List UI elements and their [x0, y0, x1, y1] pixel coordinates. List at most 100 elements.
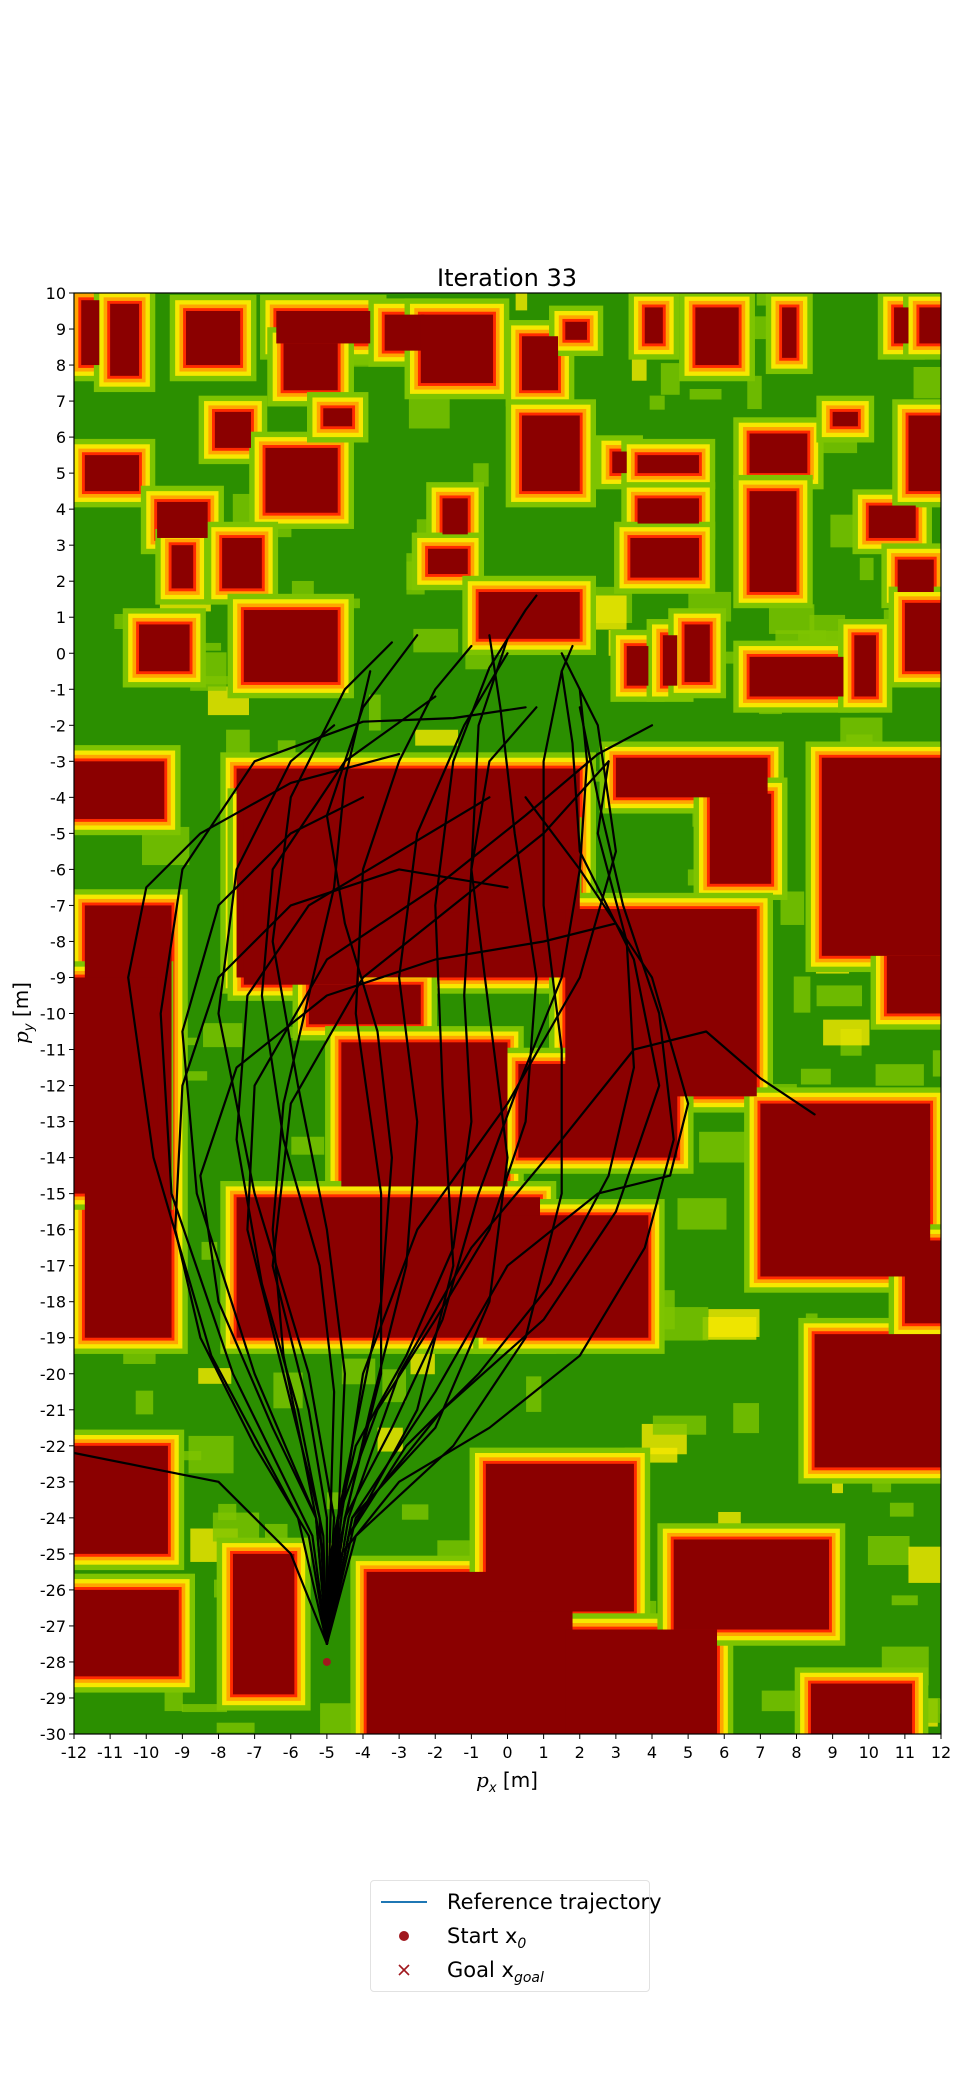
obstacle-cell — [74, 977, 158, 1194]
cost-patch — [913, 366, 941, 399]
obstacle-cell — [139, 624, 190, 672]
x-tick-label: -11 — [97, 1743, 123, 1762]
y-tick-label: 1 — [56, 608, 66, 627]
x-axis-ticks: -12 -11 -10 -9 -8 -7 -6 -5 -4 -3 -2 -1 0 1 2 3 4 5 6 7 8 9 10 1… — [61, 1734, 951, 1762]
cost-patch — [689, 388, 722, 400]
y-tick-label: -3 — [50, 752, 66, 771]
y-tick-label: -26 — [40, 1581, 66, 1600]
obstacle-cell — [612, 451, 627, 474]
cost-patch — [198, 1368, 232, 1384]
obstacle-cell — [662, 635, 678, 686]
obstacle-cell — [695, 307, 739, 366]
y-tick-label: -7 — [50, 896, 66, 915]
obstacle-cell — [908, 415, 941, 492]
legend-label-reference: Reference trajectory — [447, 1890, 662, 1914]
cost-patch — [188, 1435, 234, 1474]
obstacle-cell — [749, 656, 844, 697]
obstacle-layer — [74, 293, 941, 1734]
cost-patch — [582, 771, 615, 782]
y-tick-label: 7 — [56, 392, 66, 411]
y-tick-label: -14 — [40, 1149, 66, 1168]
cost-patch — [413, 628, 459, 653]
obstacle-cell — [283, 343, 338, 391]
legend-start-sub: 0 — [517, 1936, 527, 1953]
legend-label-start: Start x0 — [447, 1923, 526, 1957]
y-tick-label: -24 — [40, 1509, 66, 1528]
cost-patch — [526, 1376, 542, 1412]
y-tick-label: -20 — [40, 1365, 66, 1384]
obstacle-cell — [854, 635, 876, 697]
legend-item-reference: Reference trajectory — [371, 1887, 662, 1917]
y-tick-label: -6 — [50, 860, 66, 879]
obstacle-cell — [644, 307, 663, 344]
y-tick-label: -22 — [40, 1437, 66, 1456]
sampled-trajectory — [325, 1030, 816, 1645]
sampled-trajectory — [325, 634, 419, 1645]
obstacle-cell — [74, 1589, 179, 1677]
obstacle-cell — [341, 1042, 508, 1187]
y-tick-label: -13 — [40, 1113, 66, 1132]
obstacle-cell — [709, 793, 772, 884]
obstacle-cell — [276, 311, 371, 344]
y-tick-label: -10 — [40, 1005, 66, 1024]
legend-goal-text: Goal x — [447, 1958, 514, 1982]
obstacle-cell — [684, 624, 710, 683]
y-tick-label: -17 — [40, 1257, 66, 1276]
x-tick-label: -4 — [355, 1743, 371, 1762]
obstacle-cell — [157, 501, 208, 538]
y-tick-label: -15 — [40, 1185, 66, 1204]
plot-area — [74, 293, 941, 1734]
x-tick-label: -12 — [61, 1743, 87, 1762]
legend-label-goal: Goal xgoal — [447, 1957, 544, 1991]
obstacle-cell — [74, 761, 165, 819]
cost-patch — [631, 353, 647, 381]
sampled-trajectory — [217, 724, 336, 1645]
x-axis-label: px [m] — [476, 1768, 538, 1796]
y-axis-ticks: 109876543210-1-2-3-4-5-6-7-8-9-10-11-12-… — [40, 284, 74, 1744]
sampled-trajectory — [271, 760, 610, 1645]
y-tick-label: -11 — [40, 1041, 66, 1060]
cost-patch — [908, 1546, 941, 1583]
obstacle-cell — [110, 303, 140, 376]
y-tick-label: 3 — [56, 536, 66, 555]
y-tick-label: 8 — [56, 356, 66, 375]
cost-patch — [677, 1198, 727, 1230]
obstacle-cell — [760, 1103, 931, 1277]
obstacle-cell — [897, 559, 934, 593]
obstacle-cell — [810, 1683, 913, 1734]
x-tick-label: -5 — [319, 1743, 335, 1762]
obstacle-cell — [518, 1063, 678, 1158]
y-tick-label: 10 — [46, 284, 66, 303]
y-tick-label: -23 — [40, 1473, 66, 1492]
sampled-trajectory — [271, 670, 372, 1645]
cost-patch — [341, 1358, 376, 1385]
sampled-trajectory — [325, 706, 538, 1645]
legend-item-goal: Goal xgoal — [371, 1955, 649, 1986]
cost-patch — [473, 463, 489, 487]
x-tick-label: 4 — [647, 1743, 657, 1762]
cost-patch — [932, 1050, 941, 1077]
x-tick-label: 5 — [683, 1743, 693, 1762]
cost-patch — [291, 1136, 325, 1155]
cost-patch — [181, 1704, 227, 1713]
y-tick-label: 4 — [56, 500, 66, 519]
obstacle-cell — [243, 610, 338, 683]
cost-patch — [768, 604, 815, 634]
cost-patch — [867, 1535, 910, 1566]
start-marker — [322, 1657, 331, 1666]
sampled-trajectory — [325, 634, 538, 1645]
obstacle-cell — [673, 1539, 830, 1630]
obstacle-cell — [171, 545, 194, 589]
x-tick-label: 2 — [575, 1743, 585, 1762]
x-tick-label: -2 — [427, 1743, 443, 1762]
x-tick-label: 10 — [859, 1743, 879, 1762]
obstacle-cell — [74, 1445, 168, 1554]
y-tick-label: -12 — [40, 1077, 66, 1096]
obstacle-cell — [428, 548, 468, 574]
cost-patch — [660, 363, 680, 395]
x-tick-label: 11 — [895, 1743, 915, 1762]
y-tick-label: -16 — [40, 1221, 66, 1240]
sampled-trajectory — [181, 796, 365, 1645]
y-tick-label: -19 — [40, 1329, 66, 1348]
